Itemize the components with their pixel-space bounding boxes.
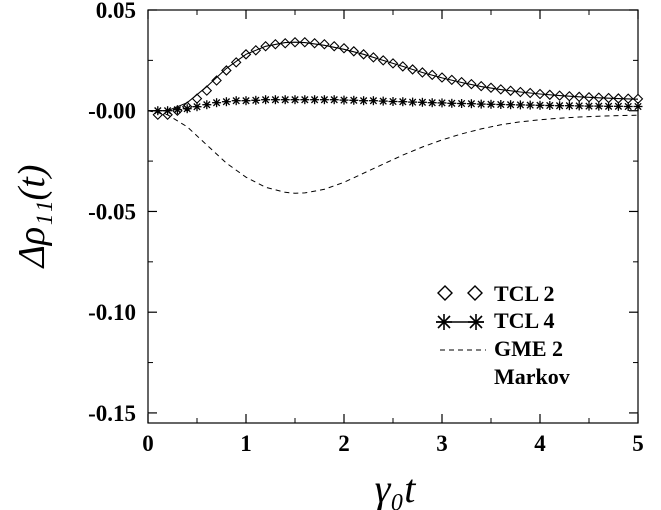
data-point [280,95,290,105]
data-point [476,99,486,109]
data-point [368,96,378,106]
data-point [212,98,222,108]
data-point [535,100,545,110]
data-point [290,95,300,105]
legend-label-markov: Markov [494,364,570,389]
data-point [506,100,516,110]
x-axis-title: γ₀t [375,466,417,510]
data-point [182,104,192,114]
data-point [604,101,614,111]
x-tick-labels: 0 1 2 3 4 5 [142,431,644,456]
data-point [545,101,555,110]
data-point [231,96,241,106]
data-point [309,37,320,49]
data-point [555,101,565,111]
plot-frame [147,9,639,424]
axis-ticks [147,9,639,423]
data-point [241,96,251,106]
x-tick-label: 2 [338,431,350,456]
data-point [633,102,643,111]
series-line [147,110,639,194]
legend: TCL 2 TCL 4 GME 2 Markov [436,281,570,389]
x-tick-label: 0 [142,431,154,456]
data-point [319,38,330,50]
data-point [398,97,408,107]
series-line [148,41,639,112]
data-point [359,96,369,106]
data-point [447,98,457,108]
data-point [417,97,427,107]
data-point [300,95,310,105]
legend-label-tcl4: TCL 4 [494,308,555,333]
data-point [338,43,350,54]
series-gme-2 [147,110,639,194]
data-point [574,101,584,111]
data-point [329,95,339,105]
y-tick-label: -0.05 [88,199,136,224]
legend-swatch-tcl4 [436,314,484,330]
y-tick-labels: 0.05 -0.00 -0.05 -0.10 -0.15 [88,0,136,426]
x-tick-label: 1 [240,431,252,456]
data-point [525,100,535,110]
data-point [328,40,340,52]
data-point [349,95,359,105]
x-tick-label: 3 [436,431,448,456]
data-point [221,97,231,107]
y-tick-label: -0.10 [88,300,136,325]
legend-label-tcl2: TCL 2 [494,281,555,306]
y-tick-label: -0.00 [88,99,136,124]
legend-label-gme2: GME 2 [494,336,563,361]
data-point [221,65,232,76]
data-point [388,97,398,106]
data-point [378,96,388,106]
data-point [339,95,349,105]
series-layer [147,36,644,194]
data-point [457,99,467,108]
data-point [496,100,506,109]
data-point [319,95,329,105]
legend-swatch-tcl2 [437,285,483,301]
data-point [408,97,418,107]
x-tick-label: 5 [632,431,644,456]
data-point [279,37,291,49]
data-point [613,101,623,111]
data-point [310,95,320,105]
data-point [191,93,203,104]
data-point [270,95,280,105]
data-point [251,95,261,105]
y-axis-title: Δρ₁₁(t) [11,165,53,270]
data-point [427,98,437,108]
data-point [192,102,202,112]
data-point [564,101,574,111]
y-tick-label: 0.05 [96,0,136,23]
data-point [623,102,633,111]
data-point [515,100,525,110]
data-point [486,99,496,109]
x-tick-label: 4 [534,431,546,456]
series-markov [148,41,639,112]
data-point [437,98,447,108]
data-point [211,75,222,86]
data-point [202,100,212,110]
data-point [584,101,594,111]
data-point [201,85,213,96]
data-point [594,101,604,111]
data-point [466,99,476,109]
data-point [261,95,271,105]
series-tcl-4 [153,95,643,116]
y-tick-label: -0.15 [88,401,136,426]
